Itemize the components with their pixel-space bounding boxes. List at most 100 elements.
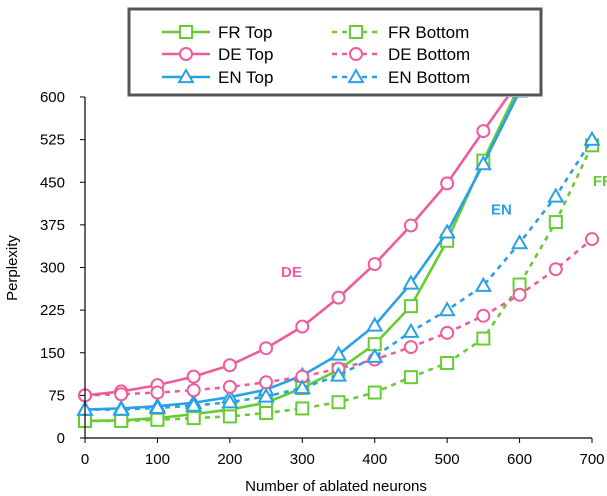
series-en-bottom <box>76 130 601 416</box>
y-tick-label: 75 <box>48 387 65 404</box>
data-point <box>474 155 492 171</box>
legend-marker <box>349 25 363 39</box>
annotations: DE EN FR <box>281 173 607 281</box>
data-point <box>548 215 563 230</box>
data-point <box>331 290 346 305</box>
data-point <box>259 375 274 390</box>
data-point <box>403 370 418 385</box>
data-point <box>185 396 203 412</box>
legend-label: DE Top <box>218 45 273 64</box>
y-tick-label: 525 <box>40 132 65 149</box>
legend-marker <box>349 47 363 61</box>
legend-label: FR Top <box>218 23 273 42</box>
series-en-top <box>76 97 529 416</box>
series-line <box>85 138 594 411</box>
data-point <box>402 274 420 290</box>
data-point <box>222 409 237 424</box>
data-point <box>295 319 310 334</box>
data-point <box>440 325 455 340</box>
x-axis-label: Number of ablated neurons <box>245 478 427 495</box>
data-point <box>402 322 420 338</box>
legend-item: EN Bottom <box>332 68 470 87</box>
y-tick-label: 375 <box>40 217 65 234</box>
data-point <box>150 412 165 427</box>
data-point <box>474 276 492 292</box>
data-point <box>403 299 418 314</box>
x-tick-label: 500 <box>435 451 460 468</box>
axes: 0 75 150 225 300 375 450 525 600 0 100 200 300 400 500… <box>40 89 605 468</box>
legend-item: EN Top <box>162 68 273 87</box>
data-point <box>112 400 130 416</box>
legend-marker <box>179 25 193 39</box>
annotation-label: EN <box>491 202 512 219</box>
y-tick-label: 450 <box>40 174 65 191</box>
legend-item: FR Top <box>162 23 273 42</box>
data-point <box>438 223 456 239</box>
legend-item: DE Bottom <box>332 45 470 64</box>
data-point <box>476 124 491 139</box>
y-tick-label: 300 <box>40 260 65 277</box>
series-de-top <box>78 97 510 403</box>
data-point <box>585 232 599 247</box>
data-point <box>222 379 237 394</box>
data-point <box>295 401 310 416</box>
data-point <box>114 413 129 428</box>
legend: FR Top DE Top EN Top FR Bottom DE Bottom EN B… <box>127 7 543 97</box>
x-tick-label: 300 <box>290 451 315 468</box>
legend-box <box>127 7 543 97</box>
data-point <box>440 176 455 191</box>
data-point <box>512 287 527 302</box>
y-tick-label: 600 <box>40 89 65 106</box>
x-tick-label: 0 <box>81 451 89 468</box>
legend-item: DE Top <box>162 45 273 64</box>
data-point <box>293 379 311 395</box>
legend-item: FR Bottom <box>332 23 469 42</box>
data-point <box>221 393 239 409</box>
data-point <box>548 262 563 277</box>
y-tick-label: 0 <box>57 430 65 447</box>
plot-area <box>76 97 601 428</box>
legend-marker <box>347 68 365 84</box>
x-tick-label: 700 <box>579 451 604 468</box>
data-point <box>114 387 129 402</box>
x-tick-label: 400 <box>362 451 387 468</box>
data-point <box>329 366 348 382</box>
data-point <box>403 218 418 233</box>
x-tick-label: 200 <box>217 451 242 468</box>
legend-label: EN Top <box>218 68 273 87</box>
series-line <box>84 97 519 411</box>
annotation-label: DE <box>281 264 302 281</box>
y-tick-label: 150 <box>40 345 65 362</box>
legend-label: DE Bottom <box>388 45 470 64</box>
data-point <box>148 398 167 415</box>
data-point <box>150 385 165 400</box>
data-point <box>186 411 201 426</box>
y-tick-label: 225 <box>40 302 65 319</box>
data-point <box>331 395 346 410</box>
data-point <box>367 385 382 400</box>
legend-label: FR Bottom <box>388 23 469 42</box>
annotation-label: FR <box>593 173 607 190</box>
data-point <box>366 347 384 363</box>
x-tick-label: 100 <box>145 451 170 468</box>
data-point <box>222 358 237 373</box>
data-point <box>476 331 491 346</box>
legend-marker <box>177 68 195 84</box>
series-line <box>84 238 593 397</box>
data-point <box>583 130 601 146</box>
x-tick-label: 600 <box>507 451 532 468</box>
data-point <box>259 405 274 420</box>
data-point <box>438 301 456 317</box>
legend-marker <box>179 47 193 61</box>
legend-label: EN Bottom <box>388 68 470 87</box>
data-point <box>367 257 382 272</box>
data-point <box>476 308 491 323</box>
data-point <box>510 234 529 250</box>
data-point <box>547 187 565 203</box>
data-point <box>186 369 201 384</box>
data-point <box>366 316 384 332</box>
data-point <box>259 341 274 356</box>
data-point <box>257 387 275 403</box>
data-point <box>186 383 201 398</box>
